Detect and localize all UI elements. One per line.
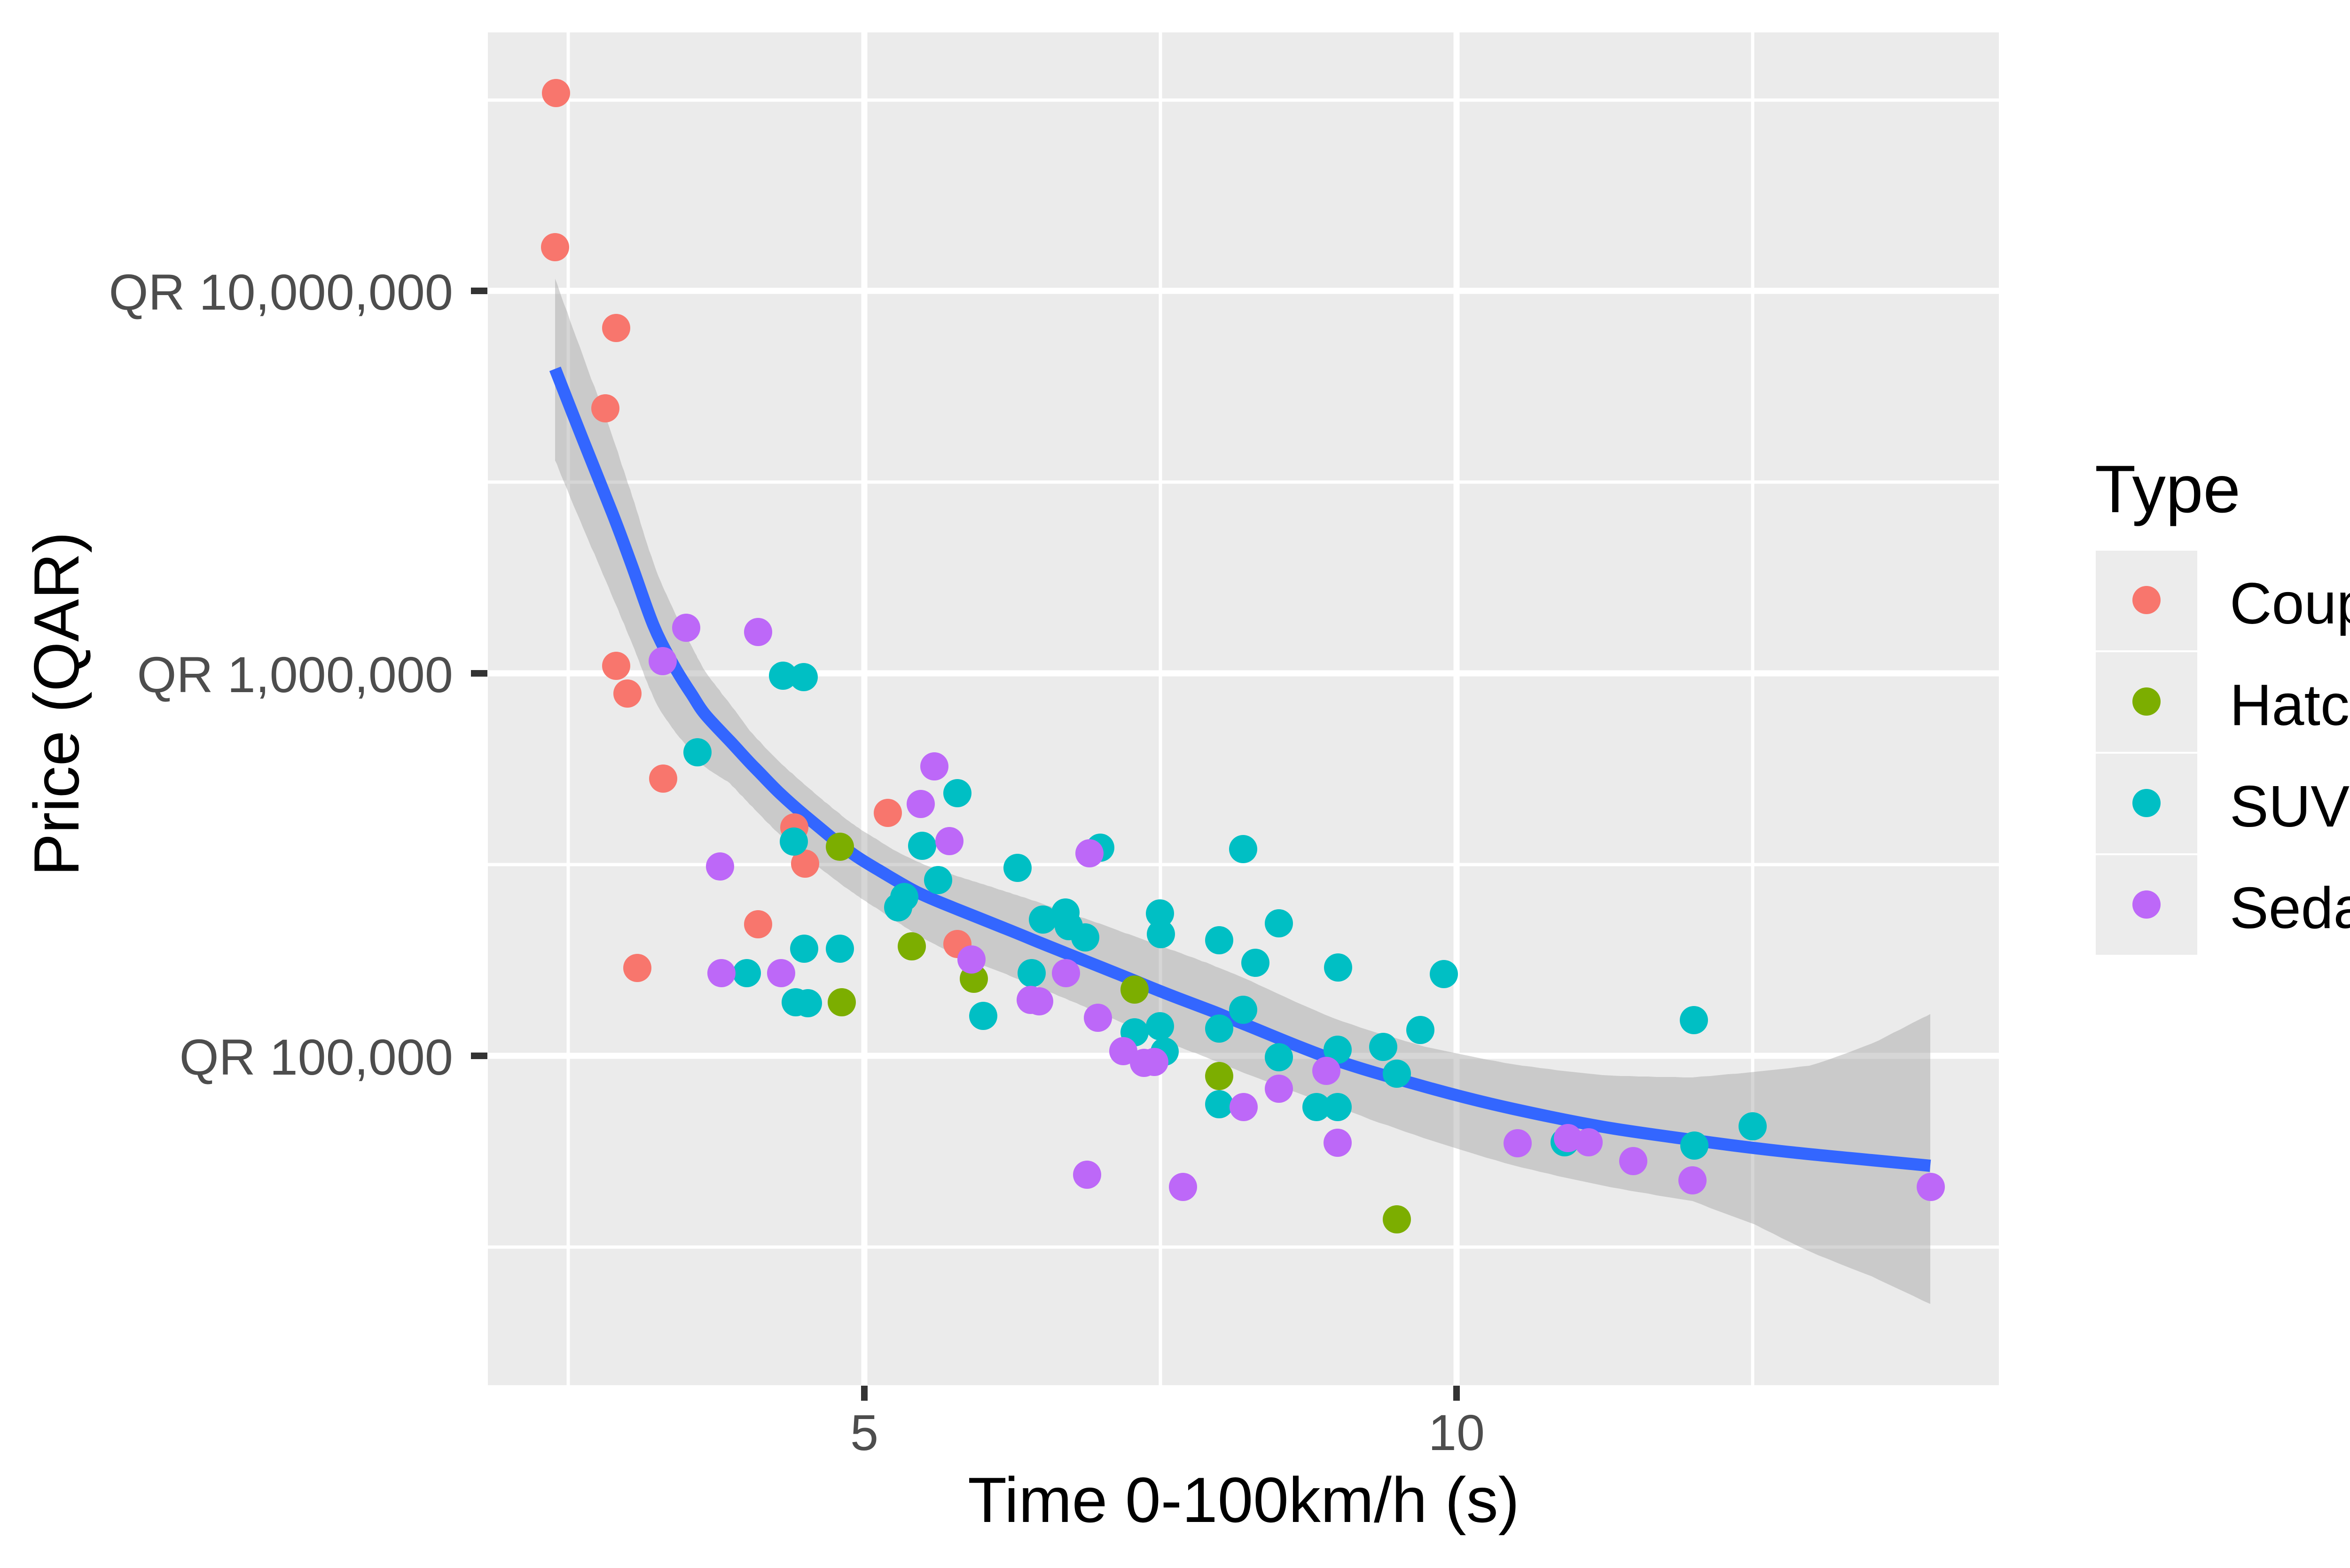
svg-text:Price (QAR): Price (QAR) (21, 532, 92, 876)
svg-text:Sedan: Sedan (2230, 876, 2350, 941)
svg-text:Coupe: Coupe (2230, 571, 2350, 636)
svg-text:Time 0-100km/h (s): Time 0-100km/h (s) (968, 1464, 1520, 1536)
svg-text:QR 100,000: QR 100,000 (180, 1029, 453, 1085)
svg-text:SUV: SUV (2230, 774, 2350, 839)
svg-text:QR 10,000,000: QR 10,000,000 (109, 264, 453, 320)
svg-text:Type: Type (2095, 452, 2240, 527)
svg-text:Hatchback: Hatchback (2230, 673, 2350, 738)
svg-text:QR 1,000,000: QR 1,000,000 (137, 646, 453, 703)
svg-text:5: 5 (850, 1404, 878, 1461)
svg-text:10: 10 (1428, 1404, 1485, 1461)
